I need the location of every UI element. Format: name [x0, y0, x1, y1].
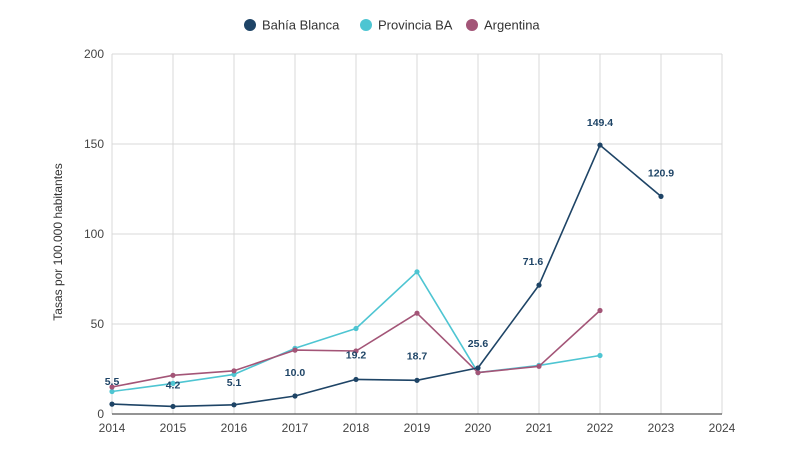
data-label: 10.0 [285, 367, 306, 379]
data-point [170, 403, 176, 410]
data-point [170, 372, 176, 378]
x-tick-label: 2024 [709, 421, 736, 435]
data-point [109, 384, 115, 390]
series-2 [109, 307, 603, 390]
data-point [353, 325, 359, 332]
data-label: 18.7 [407, 350, 428, 362]
data-point [109, 401, 115, 407]
x-tick-label: 2021 [526, 421, 553, 435]
x-tick-label: 2022 [587, 421, 614, 435]
data-point [231, 368, 237, 374]
legend-marker [244, 19, 256, 31]
data-point [597, 352, 603, 359]
data-point [170, 380, 176, 386]
data-point [658, 193, 664, 199]
data-label: 5.1 [227, 377, 242, 389]
y-tick-label: 150 [84, 137, 104, 151]
legend-marker [360, 19, 372, 31]
data-label: 120.9 [648, 167, 674, 179]
x-tick-label: 2016 [221, 421, 248, 435]
x-tick-label: 2015 [160, 421, 187, 435]
x-tick-label: 2014 [99, 421, 126, 435]
data-point [353, 348, 359, 354]
legend-item: Argentina [466, 18, 540, 33]
data-point [597, 142, 603, 148]
series-layer [109, 142, 664, 410]
data-point [414, 377, 420, 383]
data-point [536, 282, 542, 288]
data-point [292, 347, 298, 353]
legend-item: Bahía Blanca [244, 18, 340, 33]
data-label: 25.6 [468, 338, 489, 350]
x-tick-label: 2019 [404, 421, 431, 435]
data-point [292, 393, 298, 399]
x-tick-label: 2020 [465, 421, 492, 435]
data-point [475, 365, 481, 371]
data-point [414, 310, 420, 316]
legend-item: Provincia BA [360, 18, 453, 33]
y-tick-label: 50 [91, 317, 105, 331]
data-point [109, 388, 115, 395]
data-label: 5.5 [105, 376, 120, 388]
data-labels: 5.5 4.2 5.1 10.0 19.2 18.7 25.6 71.6 149.4 120.9 [105, 117, 675, 391]
data-point [475, 370, 481, 376]
data-point [231, 402, 237, 408]
x-tick-label: 2018 [343, 421, 370, 435]
series-0 [109, 142, 664, 410]
data-label: 71.6 [523, 256, 544, 268]
x-tick-label: 2023 [648, 421, 675, 435]
axes: 0 50 100 150 200 2014 2015 2016 2017 2018 2019 2020… [84, 47, 736, 435]
x-tick-label: 2017 [282, 421, 309, 435]
legend-label: Provincia BA [378, 18, 453, 33]
legend: Bahía Blanca Provincia BA Argentina [244, 18, 540, 33]
data-point [536, 363, 542, 369]
series-line [111, 144, 662, 408]
legend-label: Bahía Blanca [262, 18, 340, 33]
data-label: 149.4 [587, 117, 613, 129]
data-label: 4.2 [166, 379, 181, 391]
legend-label: Argentina [484, 18, 540, 33]
y-axis-label: Tasas por 100.000 habitantes [51, 163, 65, 320]
y-tick-label: 200 [84, 47, 104, 61]
data-point [414, 269, 420, 275]
data-point [353, 376, 359, 383]
y-tick-label: 100 [84, 227, 104, 241]
data-label: 19.2 [346, 349, 367, 361]
legend-marker [466, 19, 478, 31]
data-point [597, 307, 603, 314]
data-point [231, 371, 237, 377]
y-tick-label: 0 [97, 407, 104, 421]
